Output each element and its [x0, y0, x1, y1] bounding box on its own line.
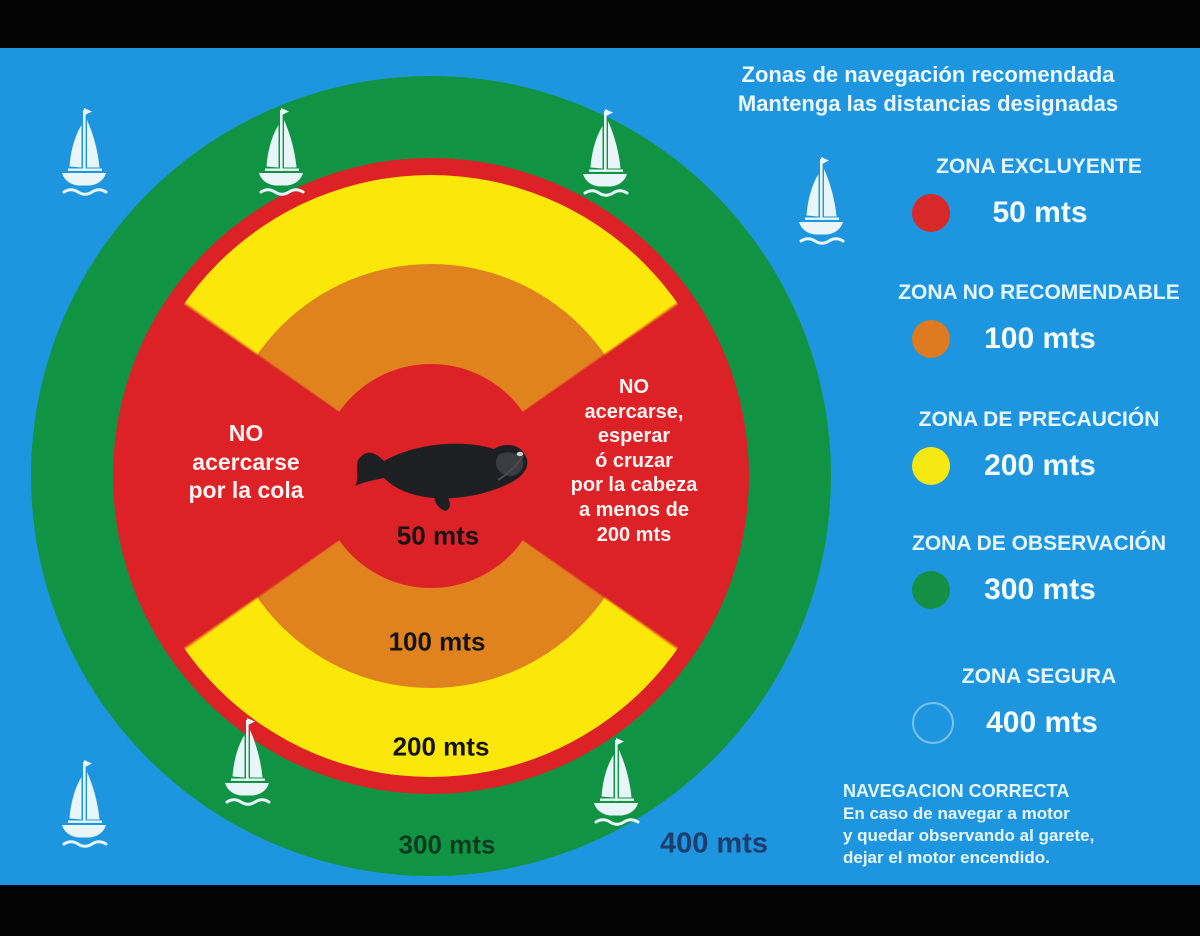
letterbox-bottom [0, 885, 1200, 936]
ocean-background: NO acercarse por la cola NO acercarse, e… [0, 48, 1200, 885]
ring-label-200: 200 mts [392, 731, 490, 762]
legend-item-zona-de-precaucion: ZONA DE PRECAUCIÓN 200 mts [878, 408, 1200, 488]
legend-label: ZONA DE OBSERVACIÓN [912, 532, 1166, 555]
navigation-note-title: NAVEGACION CORRECTA [843, 781, 1070, 801]
navigation-note-body: En caso de navegar a motor y quedar obse… [843, 804, 1095, 867]
legend-value: 50 mts [992, 196, 1088, 229]
zone-color-dot [912, 194, 950, 232]
ring-label-50: 50 mts [396, 520, 480, 551]
legend-value: 100 mts [984, 322, 1096, 355]
ring-label-300: 300 mts [398, 829, 496, 860]
legend-label: ZONA EXCLUYENTE [936, 155, 1142, 178]
legend-value: 400 mts [986, 706, 1098, 739]
legend-value: 200 mts [984, 449, 1096, 482]
zone-color-dot [912, 702, 954, 744]
zone-color-dot [912, 320, 950, 358]
sailboat-icon [60, 107, 108, 196]
legend-value: 300 mts [984, 573, 1096, 606]
warning-tail-text: NO acercarse por la cola [188, 420, 304, 504]
zone-color-dot [912, 447, 950, 485]
navigation-note: NAVEGACION CORRECTA En caso de navegar a… [843, 780, 1163, 868]
legend-label: ZONA DE PRECAUCIÓN [918, 408, 1160, 431]
title-line-1: Zonas de navegación recomendada [741, 62, 1115, 87]
sailboat-icon [257, 107, 305, 196]
title-line-2: Mantenga las distancias designadas [737, 91, 1119, 117]
legend-label: ZONA NO RECOMENDABLE [898, 281, 1180, 304]
legend-item-zona-de-observacion: ZONA DE OBSERVACIÓN 300 mts [878, 532, 1200, 612]
sailboat-icon [581, 108, 629, 197]
whale-icon [355, 443, 528, 511]
sailboat-icon [797, 156, 845, 245]
legend-item-zona-no-recomendable: ZONA NO RECOMENDABLE 100 mts [878, 281, 1200, 361]
sailboat-icon [223, 717, 271, 806]
warning-head-text: NO acercarse, esperar ó cruzar por la ca… [570, 375, 698, 546]
legend-label: ZONA SEGURA [961, 665, 1117, 688]
legend-item-zona-excluyente: ZONA EXCLUYENTE 50 mts [878, 155, 1200, 235]
legend-item-zona-segura: ZONA SEGURA 400 mts [878, 665, 1200, 745]
letterbox-top [0, 0, 1200, 48]
ring-label-400: 400 mts [659, 827, 769, 860]
ring-label-100: 100 mts [388, 626, 486, 657]
page-title: Zonas de navegación recomendada Mantenga… [700, 60, 1156, 118]
sailboat-icon [60, 759, 108, 848]
zone-color-dot [912, 571, 950, 609]
sailboat-icon [592, 737, 640, 826]
